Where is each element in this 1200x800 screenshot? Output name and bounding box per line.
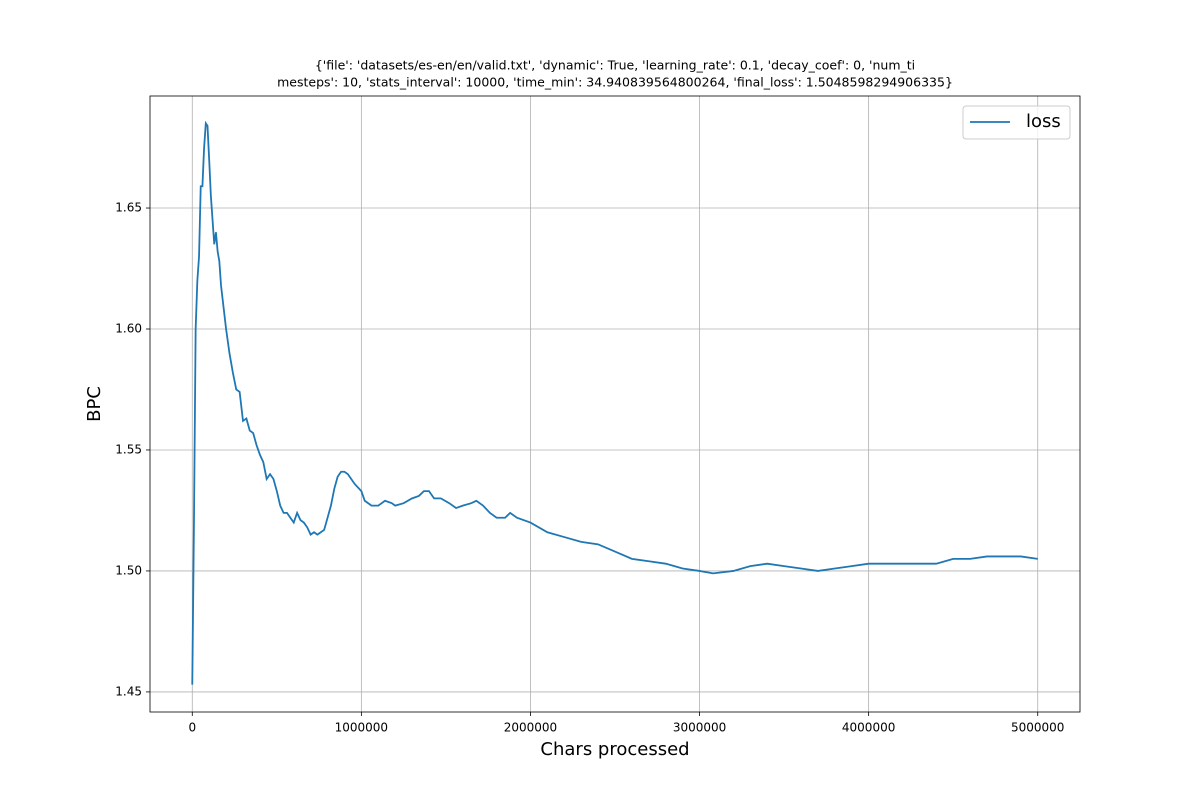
x-tick-label: 5000000	[1011, 721, 1064, 735]
x-tick-label: 1000000	[335, 721, 388, 735]
y-tick-label: 1.45	[115, 684, 142, 698]
chart-title: mesteps': 10, 'stats_interval': 10000, '…	[277, 75, 953, 90]
y-axis-label: BPC	[84, 386, 105, 422]
y-tick-label: 1.50	[115, 563, 142, 577]
plot-frame	[149, 95, 1081, 713]
legend-label: loss	[1026, 111, 1061, 132]
x-tick-label: 3000000	[673, 721, 726, 735]
x-tick-label: 4000000	[842, 721, 895, 735]
x-tick-label: 0	[188, 721, 196, 735]
chart-title: {'file': 'datasets/es-en/en/valid.txt', …	[315, 58, 915, 73]
legend-box	[962, 105, 1071, 140]
y-tick-label: 1.65	[115, 201, 142, 215]
data-line	[191, 120, 1038, 685]
y-tick-label: 1.55	[115, 442, 142, 456]
x-tick-label: 2000000	[504, 721, 557, 735]
y-tick-label: 1.60	[115, 321, 142, 335]
x-axis-label: Chars processed	[540, 739, 689, 760]
